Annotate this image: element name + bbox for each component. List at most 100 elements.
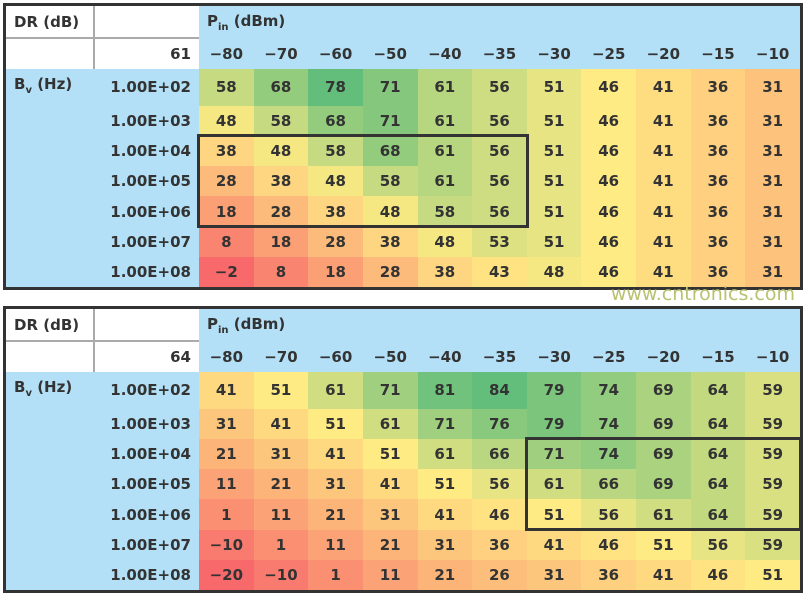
heatmap-cell: 31 (745, 257, 800, 288)
heatmap-cell: 36 (690, 166, 746, 197)
column-header: −30 (537, 44, 571, 63)
heatmap-cell: 51 (526, 135, 582, 167)
heatmap-cell: 48 (362, 196, 418, 227)
heatmap-cell: 41 (636, 105, 691, 136)
heatmap-cell: 61 (417, 105, 473, 136)
heatmap-cell: 56 (472, 196, 527, 227)
heatmap-cell: 1 (308, 560, 363, 591)
heatmap-cell: 31 (253, 438, 309, 470)
heatmap-cell: 69 (636, 408, 691, 439)
bv-unit: (Hz) (31, 378, 73, 397)
blank-header-cell (94, 6, 199, 39)
bv-unit: (Hz) (31, 75, 73, 94)
heatmap-cell: 36 (690, 135, 746, 167)
heatmap-cell: 38 (308, 196, 363, 227)
heatmap-cell: 51 (308, 408, 363, 439)
heatmap-cell: 46 (472, 499, 527, 530)
heatmap-cell: 64 (690, 469, 746, 500)
heatmap-cell: 46 (690, 560, 746, 591)
heatmap-cell: 36 (690, 105, 746, 136)
heatmap-cell: 64 (690, 372, 746, 409)
heatmap-cell: 58 (199, 69, 254, 106)
bv-main: B (14, 378, 26, 397)
heatmap-cell: 61 (417, 69, 473, 106)
row-header: 1.00E+06 (110, 505, 191, 524)
heatmap-cell: 36 (472, 529, 527, 561)
table-row: 1.00E+05 11 21 31 41 51 56 61 66 69 64 59 (6, 469, 800, 500)
bv-axis-title: Bv (Hz) (6, 372, 94, 408)
column-header: −20 (646, 44, 681, 63)
heatmap-cell: 61 (417, 135, 473, 167)
blank-cell (6, 166, 94, 196)
heatmap-cell: 18 (308, 257, 363, 288)
heatmap-cell: 81 (417, 372, 473, 409)
heatmap-cell: 41 (526, 529, 582, 561)
column-header: −35 (482, 44, 517, 63)
heatmap-cell: 11 (308, 529, 363, 561)
heatmap-cell: 74 (581, 372, 636, 409)
heatmap-cell: 59 (745, 372, 800, 409)
heatmap-cell: 59 (745, 438, 800, 470)
column-header: −25 (591, 44, 626, 63)
heatmap-cell: 28 (199, 166, 254, 197)
row-header: 1.00E+02 (110, 78, 191, 97)
heatmap-cell: 51 (526, 166, 582, 197)
heatmap-cell: 28 (308, 226, 363, 258)
blank-cell (6, 409, 94, 439)
heatmap-cell: 21 (253, 469, 309, 500)
bv-main: B (14, 75, 26, 94)
column-header: −15 (701, 347, 735, 366)
heatmap-cell: 1 (253, 529, 309, 561)
column-header: −50 (373, 347, 407, 366)
heatmap-cell: 21 (362, 529, 418, 561)
table-row: 1.00E+08 −2 8 18 28 38 43 48 46 41 36 31 (6, 257, 800, 288)
heatmap-cell: 41 (636, 257, 691, 288)
heatmap-cell: 51 (362, 438, 418, 470)
heatmap-cell: 38 (362, 226, 418, 258)
heatmap-cell: 31 (745, 226, 800, 258)
heatmap-cell: 79 (526, 408, 582, 439)
heatmap-cell: 48 (308, 166, 363, 197)
heatmap-cell: 41 (199, 372, 254, 409)
heatmap-cell: 31 (526, 560, 582, 591)
heatmap-cell: 41 (417, 499, 473, 530)
row-header: 1.00E+05 (110, 475, 191, 494)
heatmap-cell: 38 (253, 166, 309, 197)
heatmap-cell: 56 (690, 529, 746, 561)
heatmap-cell: 69 (636, 372, 691, 409)
heatmap-cell: 31 (362, 499, 418, 530)
blank-cell (6, 106, 94, 136)
heatmap-cell: 56 (581, 499, 636, 530)
heatmap-cell: 48 (199, 105, 254, 136)
heatmap-cell: 46 (581, 105, 636, 136)
heatmap-cell: 41 (636, 166, 691, 197)
heatmap-cell: 31 (745, 135, 800, 167)
heatmap-cell: 58 (253, 105, 309, 136)
heatmap-cell: 68 (362, 135, 418, 167)
heatmap-cell: 11 (362, 560, 418, 591)
row-header: 1.00E+02 (110, 381, 191, 400)
table-row: 1.00E+04 21 31 41 51 61 66 71 74 69 64 59 (6, 438, 800, 470)
dr-table-2: DR (dB) Pin (dBm) 64 −80 −70 −60 −50 −40 −35 −30−… (3, 306, 803, 593)
column-header: −60 (318, 347, 353, 366)
heatmap-cell: 51 (417, 469, 473, 500)
heatmap-cell: 41 (636, 69, 691, 106)
table-row: 1.00E+03 48 58 68 71 61 56 51 46 41 36 31 (6, 105, 800, 136)
pin-sub: in (218, 21, 229, 33)
heatmap-cell: 74 (581, 438, 636, 470)
blank-cell (6, 227, 94, 257)
heatmap-cell: 51 (745, 560, 800, 591)
row-header: 1.00E+04 (110, 445, 191, 464)
dr-value-label: 61 (94, 38, 199, 70)
heatmap-cell: 8 (253, 257, 309, 288)
heatmap-cell: 41 (636, 135, 691, 167)
heatmap-cell: 11 (253, 499, 309, 530)
heatmap-cell: 38 (199, 135, 254, 167)
column-header: −15 (701, 44, 735, 63)
heatmap-cell: 46 (581, 69, 636, 106)
column-header: −35 (482, 347, 517, 366)
heatmap-cell: 69 (636, 438, 691, 470)
heatmap-cell: 36 (690, 196, 746, 227)
heatmap-cell: 59 (745, 529, 800, 561)
table-row: 1.00E+07 −10 1 11 21 31 36 41 46 51 56 59 (6, 529, 800, 561)
